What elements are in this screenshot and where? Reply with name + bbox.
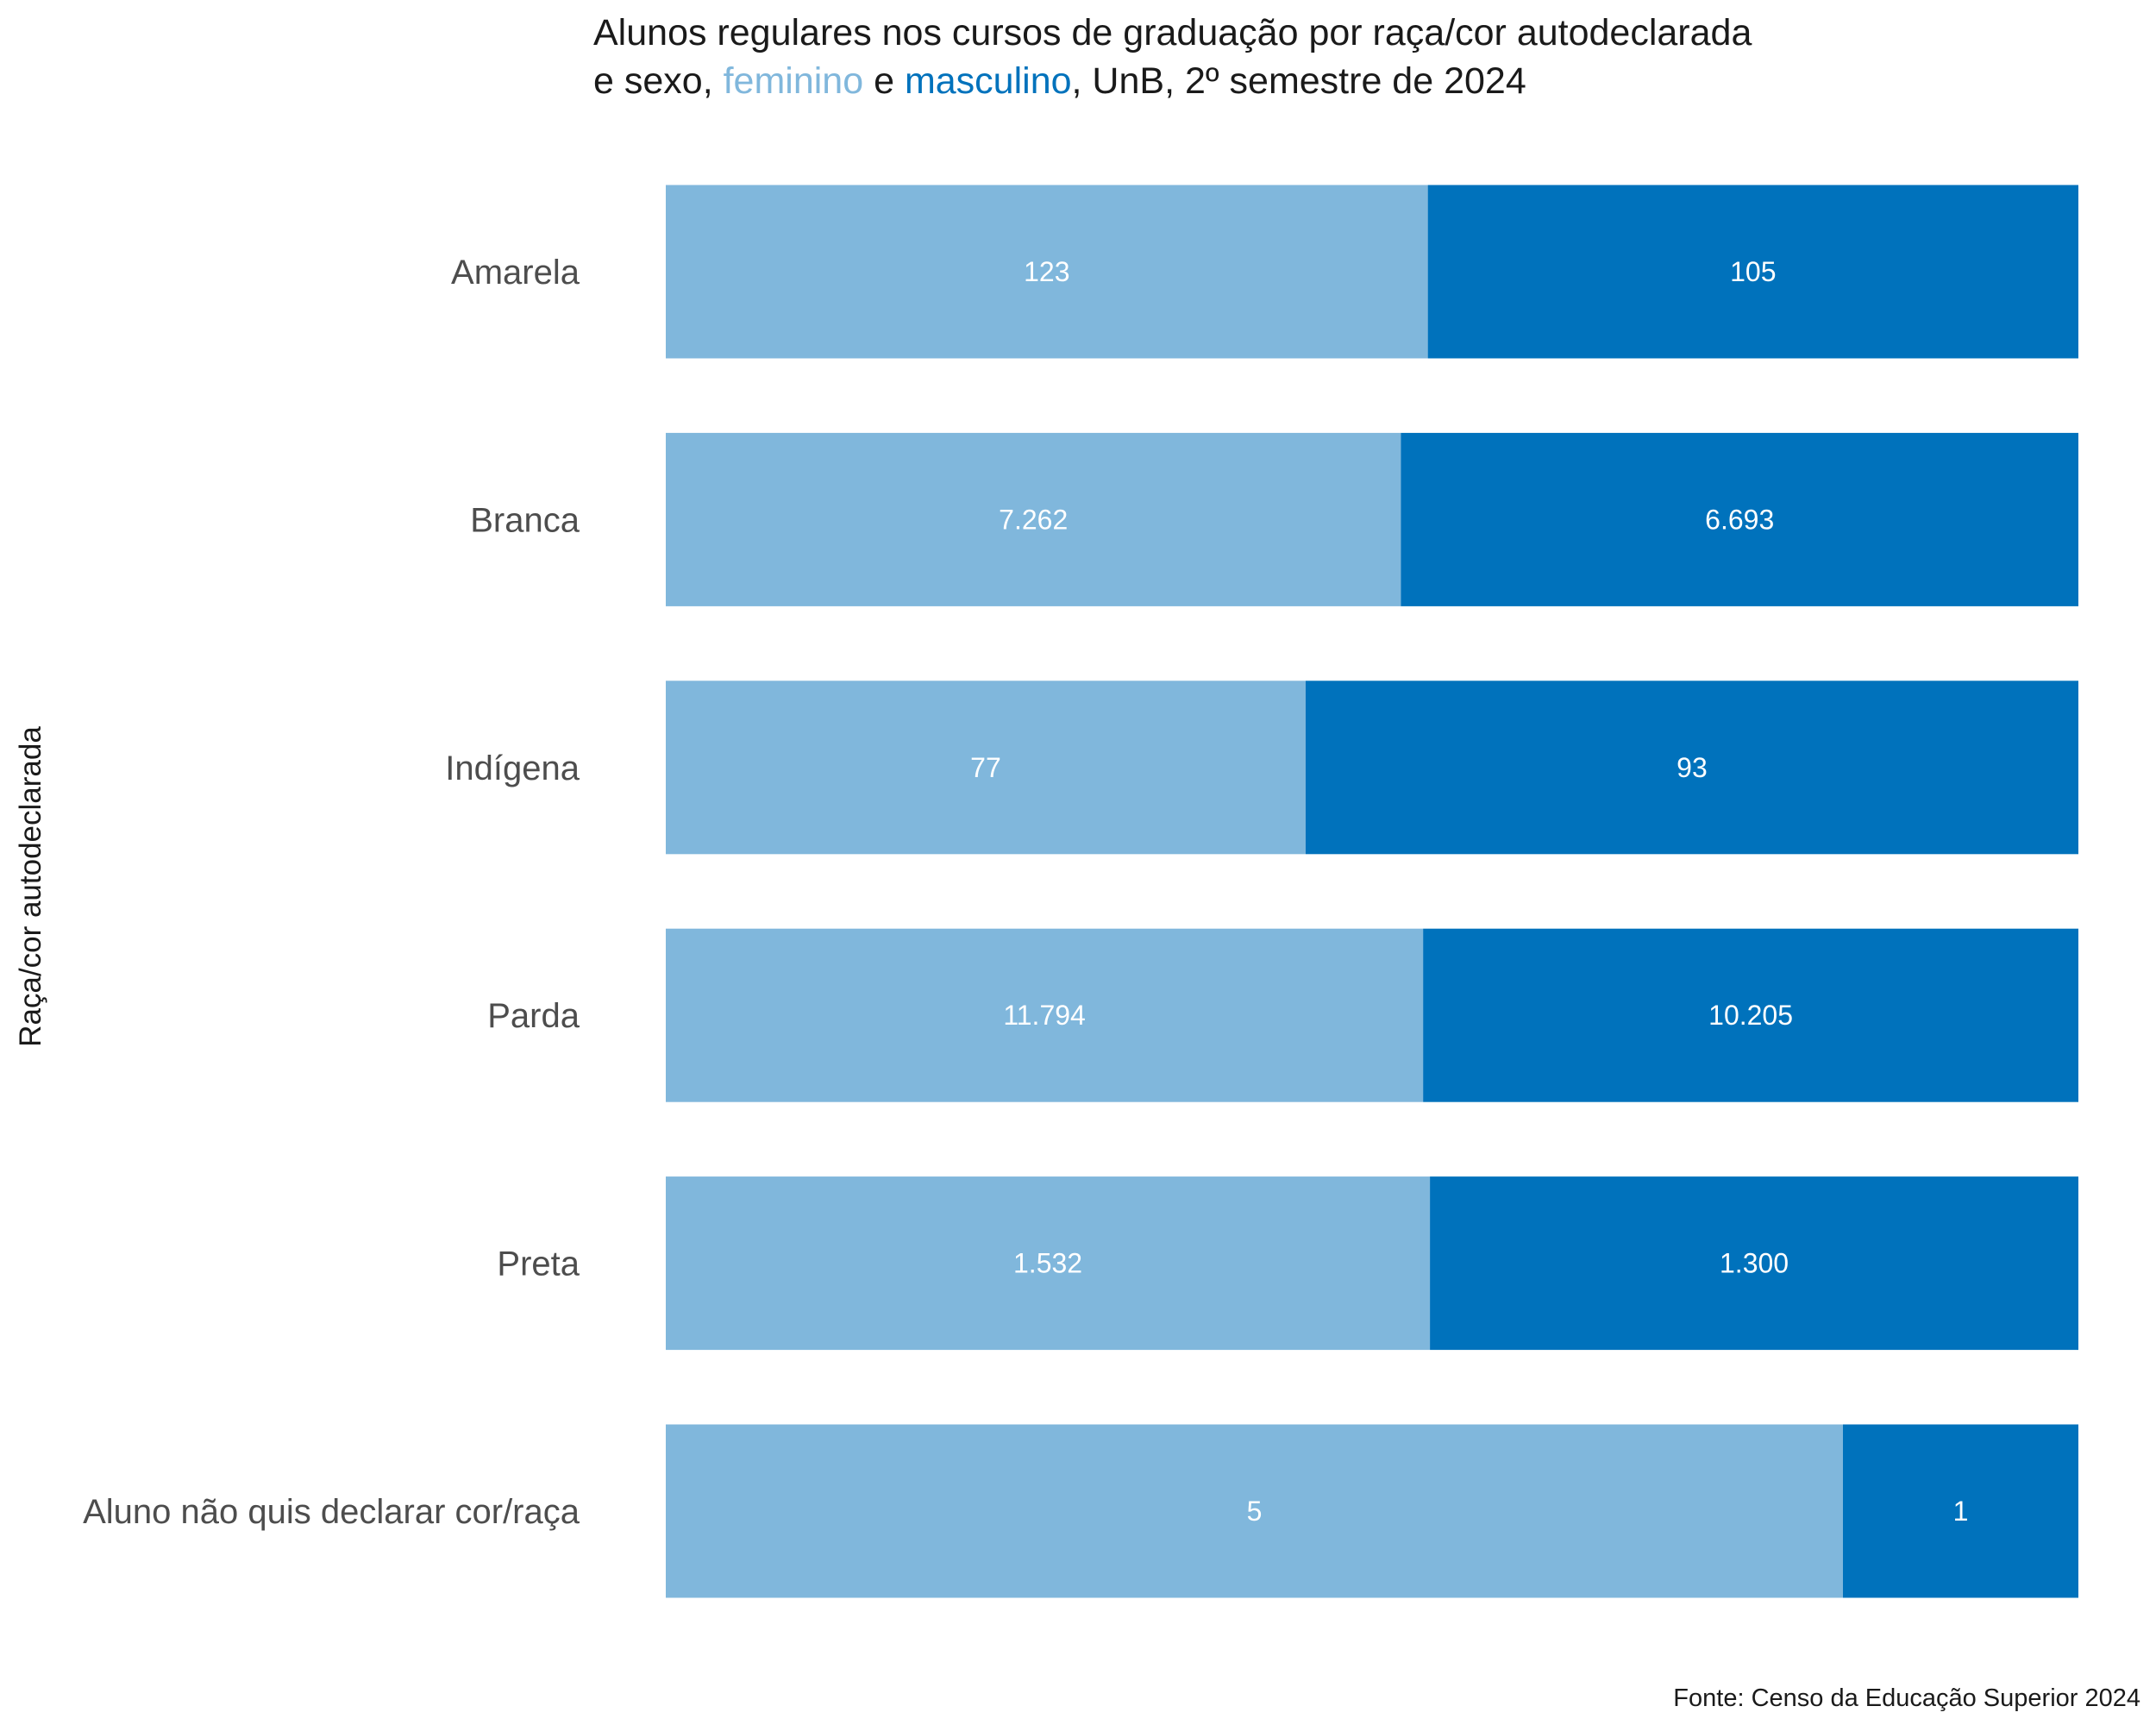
bar-preta-feminino	[666, 1176, 1431, 1351]
source-caption: Fonte: Censo da Educação Superior 2024	[1673, 1684, 2140, 1712]
data-label-parda-masculino: 10.205	[1708, 1000, 1793, 1031]
chart-title-line2: e sexo, feminino e masculino, UnB, 2º se…	[593, 60, 1526, 102]
title-prefix: e sexo,	[593, 60, 724, 102]
bar-preta-masculino	[1430, 1176, 2078, 1351]
data-label-preta-feminino: 1.532	[1013, 1248, 1082, 1279]
data-label-aluno-nao-quis-declarar-cor-raca-masculino: 1	[1953, 1496, 1969, 1527]
bar-aluno-nao-quis-declarar-cor-raca-masculino	[1843, 1424, 2078, 1598]
title-suffix: , UnB, 2º semestre de 2024	[1072, 60, 1526, 102]
bar-amarela-masculino	[1427, 185, 2078, 359]
category-label-amarela: Amarela	[451, 254, 580, 292]
data-label-aluno-nao-quis-declarar-cor-raca-feminino: 5	[1247, 1496, 1263, 1527]
title-series-feminino: feminino	[724, 60, 864, 102]
data-label-branca-masculino: 6.693	[1705, 504, 1774, 535]
title-series-masculino: masculino	[905, 60, 1072, 102]
bar-aluno-nao-quis-declarar-cor-raca-feminino	[666, 1424, 1843, 1598]
bar-indigena-masculino	[1305, 681, 2078, 855]
data-label-indigena-masculino: 93	[1677, 752, 1708, 783]
data-label-preta-masculino: 1.300	[1720, 1248, 1789, 1279]
data-label-parda-feminino: 11.794	[1003, 1000, 1086, 1031]
bar-indigena-feminino	[666, 681, 1306, 855]
data-label-amarela-feminino: 123	[1024, 256, 1069, 287]
bar-branca-masculino	[1401, 432, 2078, 606]
data-label-branca-feminino: 7.262	[999, 504, 1068, 535]
category-label-aluno-nao-quis-declarar-cor-raca: Aluno não quis declarar cor/raça	[83, 1493, 580, 1531]
category-label-indigena: Indígena	[445, 750, 580, 787]
category-label-branca: Branca	[470, 501, 580, 539]
plot-area: Amarela 123 105 Branca 7.262 6.693 Indígena 77 9…	[83, 185, 2078, 1598]
data-label-indigena-feminino: 77	[970, 752, 1001, 783]
bar-amarela-feminino	[666, 185, 1428, 359]
bar-parda-feminino	[666, 928, 1424, 1102]
bar-branca-feminino	[666, 432, 1401, 606]
title-mid: e	[863, 60, 905, 102]
data-label-amarela-masculino: 105	[1730, 256, 1776, 287]
chart-title-line1: Alunos regulares nos cursos de graduação…	[593, 12, 1752, 53]
bar-parda-masculino	[1423, 928, 2078, 1102]
y-axis-title: Raça/cor autodeclarada	[14, 726, 47, 1047]
category-label-parda: Parda	[487, 997, 580, 1035]
category-label-preta: Preta	[497, 1245, 580, 1283]
